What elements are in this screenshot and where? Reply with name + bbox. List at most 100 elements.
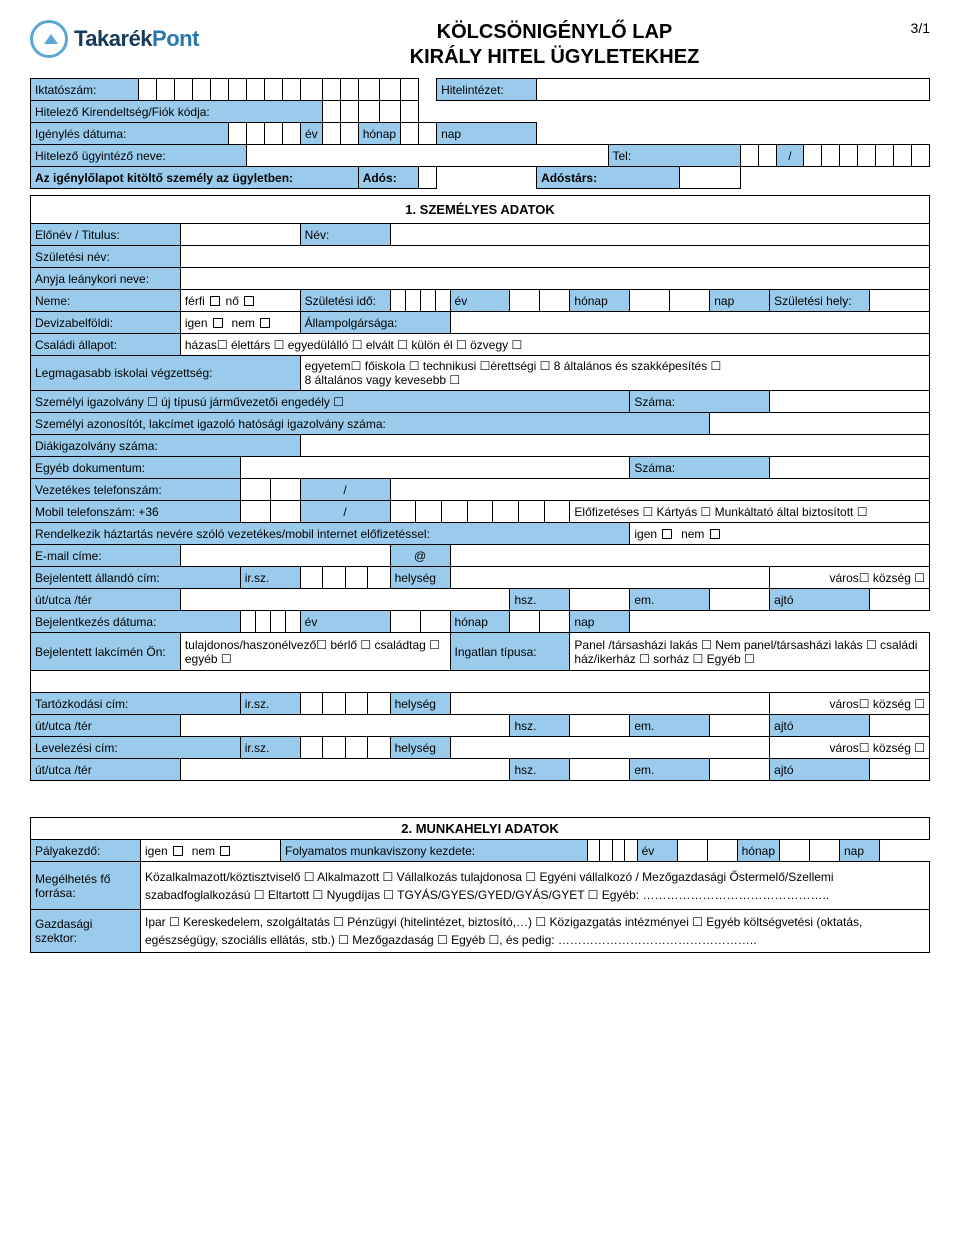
lbl-isk: Legmagasabb iskolai végzettség: bbox=[31, 356, 301, 391]
kirendeltseg-cell[interactable] bbox=[322, 101, 340, 123]
lbl-slash: / bbox=[776, 145, 803, 167]
lbl-diakig: Diákigazolvány száma: bbox=[31, 435, 301, 457]
egyebdoc-input[interactable] bbox=[240, 457, 630, 479]
lbl-tartozk: Tartózkodási cím: bbox=[31, 693, 241, 715]
logo-circle-icon bbox=[30, 20, 68, 58]
lbl-levelez: Levelezési cím: bbox=[31, 737, 241, 759]
lbl-deviza: Devizabelföldi: bbox=[31, 312, 181, 334]
lbl-nev: Név: bbox=[300, 224, 390, 246]
lbl-csaladi: Családi állapot: bbox=[31, 334, 181, 356]
allando-helyseg[interactable] bbox=[450, 567, 770, 589]
szulnev-input[interactable] bbox=[180, 246, 929, 268]
elonev-input[interactable] bbox=[180, 224, 300, 246]
title-line1: KÖLCSÖNIGÉNYLŐ LAP bbox=[219, 20, 890, 45]
megelh-opts[interactable]: Közalkalmazott/köztisztviselő ☐ Alkalmaz… bbox=[141, 862, 930, 910]
logo: TakarékPont bbox=[30, 20, 199, 58]
section1: Előnév / Titulus: Név: Születési név: An… bbox=[30, 223, 930, 781]
ugyintezo-input[interactable] bbox=[247, 145, 609, 167]
lbl-email: E-mail címe: bbox=[31, 545, 181, 567]
lbl-em1: em. bbox=[630, 589, 710, 611]
meta-block: Iktatószám: Hitelintézet: Hitelező Kiren… bbox=[30, 78, 930, 189]
szulido-ev[interactable] bbox=[390, 290, 450, 312]
lbl-szama2: Száma: bbox=[630, 457, 770, 479]
lbl-folyamatos: Folyamatos munkaviszony kezdete: bbox=[281, 840, 588, 862]
lbl-szulido: Születési idő: bbox=[300, 290, 390, 312]
szemig-szama[interactable] bbox=[770, 391, 930, 413]
szektor-opts[interactable]: Ipar ☐ Kereskedelem, szolgáltatás ☐ Pénz… bbox=[141, 910, 930, 953]
lbl-ajto1: ajtó bbox=[770, 589, 870, 611]
mobil-opts[interactable]: Előfizetéses ☐ Kártyás ☐ Munkáltató álta… bbox=[570, 501, 930, 523]
lbl-egyebdoc: Egyéb dokumentum: bbox=[31, 457, 241, 479]
anyja-input[interactable] bbox=[180, 268, 929, 290]
lbl-kitolto: Az igénylőlapot kitöltő személy az ügyle… bbox=[31, 167, 359, 189]
lbl-at: @ bbox=[390, 545, 450, 567]
allando-irsz[interactable] bbox=[300, 567, 390, 589]
szemazon-input[interactable] bbox=[710, 413, 930, 435]
allando-varos[interactable]: város☐ község ☐ bbox=[770, 567, 930, 589]
lbl-honap2: hónap bbox=[570, 290, 630, 312]
brand-part1: Takarék bbox=[74, 26, 152, 51]
lakcimen-opts[interactable]: tulajdonos/haszonélvező☐ bérlő ☐ családt… bbox=[180, 633, 450, 671]
lbl-szama1: Száma: bbox=[630, 391, 770, 413]
palyakezdo-opts[interactable]: igen nem bbox=[141, 840, 281, 862]
egyebdoc-szama[interactable] bbox=[770, 457, 930, 479]
adostars-check[interactable] bbox=[679, 167, 740, 189]
lbl-neme: Neme: bbox=[31, 290, 181, 312]
lbl-adostars: Adóstárs: bbox=[537, 167, 680, 189]
lbl-ev1: év bbox=[301, 123, 323, 145]
lbl-ingatlan: Ingatlan típusa: bbox=[450, 633, 570, 671]
nev-input[interactable] bbox=[390, 224, 929, 246]
hitelintezet-input[interactable] bbox=[537, 79, 930, 101]
lbl-palyakezdo: Pályakezdő: bbox=[31, 840, 141, 862]
allampolg-input[interactable] bbox=[450, 312, 929, 334]
lbl-hsz1: hsz. bbox=[510, 589, 570, 611]
szulhely-input[interactable] bbox=[870, 290, 930, 312]
lbl-ados: Adós: bbox=[358, 167, 418, 189]
lbl-internet: Rendelkezik háztartás nevére szóló vezet… bbox=[31, 523, 630, 545]
lbl-szulhely: Születési hely: bbox=[770, 290, 870, 312]
lbl-mobil: Mobil telefonszám: +36 bbox=[31, 501, 241, 523]
csaladi-opts[interactable]: házas☐ élettárs ☐ egyedülálló ☐ elvált ☐… bbox=[180, 334, 929, 356]
title-block: KÖLCSÖNIGÉNYLŐ LAP KIRÁLY HITEL ÜGYLETEK… bbox=[199, 20, 890, 70]
lbl-bejeldat: Bejelentkezés dátuma: bbox=[31, 611, 241, 633]
lbl-iktato: Iktatószám: bbox=[31, 79, 139, 101]
lbl-ev2: év bbox=[450, 290, 510, 312]
lbl-ugyintezo: Hitelező ügyintéző neve: bbox=[31, 145, 247, 167]
lbl-helyseg1: helység bbox=[390, 567, 450, 589]
diakig-input[interactable] bbox=[300, 435, 929, 457]
email-local[interactable] bbox=[180, 545, 390, 567]
lbl-igenylesdatum: Igénylés dátuma: bbox=[31, 123, 229, 145]
internet-opts[interactable]: igen nem bbox=[630, 523, 930, 545]
vezetekes-input[interactable] bbox=[390, 479, 929, 501]
lbl-allampolg: Állampolgársága: bbox=[300, 312, 450, 334]
lbl-allando: Bejelentett állandó cím: bbox=[31, 567, 241, 589]
lbl-megelh: Megélhetés fő forrása: bbox=[31, 862, 141, 910]
page: TakarékPont KÖLCSÖNIGÉNYLŐ LAP KIRÁLY HI… bbox=[0, 0, 960, 979]
logo-text: TakarékPont bbox=[74, 26, 199, 52]
page-number: 3/1 bbox=[890, 20, 930, 36]
lbl-tel: Tel: bbox=[608, 145, 740, 167]
lbl-nap2: nap bbox=[710, 290, 770, 312]
brand-part2: Pont bbox=[152, 26, 199, 51]
email-domain[interactable] bbox=[450, 545, 929, 567]
lbl-szulnev: Születési név: bbox=[31, 246, 181, 268]
section2-title: 2. MUNKAHELYI ADATOK bbox=[31, 818, 930, 840]
lbl-honap1: hónap bbox=[358, 123, 400, 145]
neme-opts[interactable]: férfi nő bbox=[180, 290, 300, 312]
isk-opts[interactable]: egyetem☐ főiskola ☐ technikusi ☐érettség… bbox=[300, 356, 929, 391]
section2: 2. MUNKAHELYI ADATOK Pályakezdő: igen ne… bbox=[30, 817, 930, 953]
lbl-irsz1: ir.sz. bbox=[240, 567, 300, 589]
ingatlan-opts[interactable]: Panel /társasházi lakás ☐ Nem panel/társ… bbox=[570, 633, 930, 671]
iktato-cell[interactable] bbox=[139, 79, 157, 101]
lbl-szektor: Gazdasági szektor: bbox=[31, 910, 141, 953]
lbl-elonev: Előnév / Titulus: bbox=[31, 224, 181, 246]
lbl-utca1: út/utca /tér bbox=[31, 589, 181, 611]
allando-utca[interactable] bbox=[180, 589, 510, 611]
title-line2: KIRÁLY HITEL ÜGYLETEKHEZ bbox=[219, 45, 890, 70]
lbl-anyja: Anyja leánykori neve: bbox=[31, 268, 181, 290]
ados-check[interactable] bbox=[419, 167, 437, 189]
lbl-vezetekes: Vezetékes telefonszám: bbox=[31, 479, 241, 501]
deviza-opts[interactable]: igen nem bbox=[180, 312, 300, 334]
lbl-lakcimen: Bejelentett lakcímén Ön: bbox=[31, 633, 181, 671]
mobil-input[interactable] bbox=[390, 501, 570, 523]
